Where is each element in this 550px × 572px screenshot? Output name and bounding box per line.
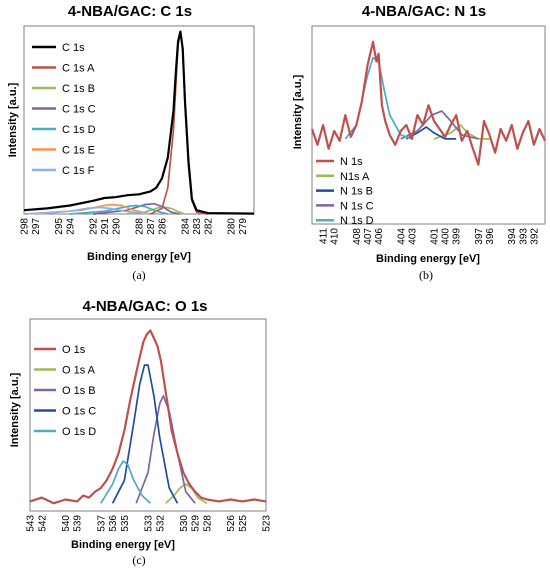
legend: N 1s N1s A N 1s B N 1s C N 1s D [316, 156, 374, 227]
x-tick-label: 283 [192, 218, 203, 235]
legend-label: C 1s [62, 42, 85, 54]
x-tick-label: 292 [89, 218, 100, 235]
x-tick-label: 537 [96, 515, 107, 532]
chart-title: 4-NBA/GAC: C 1s [68, 3, 192, 20]
series-line [150, 30, 209, 215]
x-tick-label: 525 [238, 515, 249, 532]
x-tick-label: 396 [485, 228, 496, 245]
x-tick-label: 532 [155, 515, 166, 532]
series-line [400, 110, 479, 140]
x-tick-label: 540 [61, 515, 72, 532]
series-line [310, 40, 546, 166]
panel-o1s: 4-NBA/GAC: O 1s Intensity [a.u.] Binding… [9, 298, 273, 567]
x-tick-label: 539 [73, 515, 84, 532]
plot-area [23, 25, 255, 215]
x-axis-label: Binding energy [eV] [87, 251, 191, 263]
legend-label: N1s A [340, 171, 370, 183]
series-line [23, 206, 151, 215]
legend-label: C 1s F [62, 165, 95, 177]
legend-label: C 1s E [62, 145, 95, 157]
x-tick-label: 411 [319, 228, 330, 244]
y-axis-label: Intensity [a.u.] [7, 82, 19, 157]
y-axis-label: Intensity [a.u.] [292, 74, 304, 149]
plot-area [29, 318, 267, 512]
series-line [69, 204, 169, 215]
x-tick-label: 399 [452, 228, 463, 245]
x-tick-label: 288 [135, 218, 146, 235]
x-tick-label: 287 [146, 218, 157, 235]
legend-label: N 1s [340, 156, 363, 168]
legend-label: C 1s B [62, 83, 95, 95]
series-line [433, 124, 490, 140]
x-tick-label: 403 [407, 228, 418, 245]
x-tick-label: 286 [158, 218, 169, 235]
x-tick-label: 284 [181, 218, 192, 235]
x-tick-label: 279 [238, 218, 249, 235]
x-tick-label: 401 [430, 228, 441, 245]
panel-n1s: 4-NBA/GAC: N 1s Intensity [a.u.] Binding… [292, 3, 546, 282]
x-axis-label: Binding energy [eV] [71, 539, 175, 551]
panel-c1s: 4-NBA/GAC: C 1s Intensity [a.u.] Binding… [7, 3, 255, 282]
x-tick-label: 291 [100, 218, 111, 235]
x-tick-label: 392 [529, 228, 540, 245]
panel-caption: (c) [132, 553, 145, 567]
legend-label: N 1s D [340, 215, 374, 227]
x-tick-label: 404 [396, 228, 407, 245]
x-tick-label: 529 [191, 515, 202, 532]
x-tick-label: 526 [226, 515, 237, 532]
series-line [135, 394, 196, 504]
legend-label: N 1s B [340, 186, 373, 198]
x-tick-label: 410 [330, 228, 341, 245]
x-tick-label: 407 [363, 228, 374, 245]
x-tick-label: 543 [26, 515, 37, 532]
legend-label: O 1s D [62, 426, 96, 438]
x-axis-label: Binding energy [eV] [376, 253, 480, 265]
legend-label: O 1s A [62, 365, 96, 377]
legend: C 1s C 1s A C 1s B C 1s C C 1s D C 1s E C 1s F [32, 42, 96, 177]
legend-label: N 1s C [340, 200, 374, 212]
series-line [23, 30, 255, 215]
y-axis-label: Intensity [a.u.] [9, 372, 21, 447]
legend: O 1s O 1s A O 1s B O 1s C O 1s D [34, 344, 96, 438]
x-tick-label: 408 [352, 228, 363, 245]
panel-caption: (b) [419, 268, 433, 282]
x-tick-label: 528 [203, 515, 214, 532]
x-tick-label: 406 [374, 228, 385, 245]
x-tick-label: 535 [120, 515, 131, 532]
x-tick-label: 397 [474, 228, 485, 245]
x-tick-label: 530 [179, 515, 190, 532]
x-tick-label: 290 [112, 218, 123, 235]
series-line [111, 364, 179, 504]
x-tick-label: 297 [31, 218, 42, 235]
series-line [35, 203, 151, 215]
x-tick-label: 536 [108, 515, 119, 532]
legend-label: C 1s A [62, 63, 95, 75]
x-tick-label: 298 [20, 218, 31, 235]
legend-label: C 1s D [62, 124, 96, 136]
series-line [92, 202, 180, 215]
x-tick-label: 280 [227, 218, 238, 235]
series-line [29, 329, 267, 505]
x-tick-label: 282 [204, 218, 215, 235]
x-tick-label: 295 [54, 218, 65, 235]
legend-label: O 1s [62, 344, 86, 356]
x-tick-label: 542 [37, 515, 48, 532]
chart-title: 4-NBA/GAC: O 1s [82, 298, 207, 315]
panel-caption: (a) [132, 268, 145, 282]
x-tick-label: 400 [441, 228, 452, 245]
x-tick-label: 394 [507, 228, 518, 245]
chart-title: 4-NBA/GAC: N 1s [362, 3, 486, 20]
x-tick-label: 294 [66, 218, 77, 235]
legend-label: C 1s C [62, 104, 96, 116]
plot-area [311, 25, 546, 225]
series-line [405, 126, 457, 140]
x-tick-label: 523 [262, 515, 273, 532]
x-tick-label: 533 [144, 515, 155, 532]
series-line [100, 460, 151, 504]
legend-label: O 1s B [62, 385, 96, 397]
x-tick-label: 393 [518, 228, 529, 245]
legend-label: O 1s C [62, 406, 96, 418]
